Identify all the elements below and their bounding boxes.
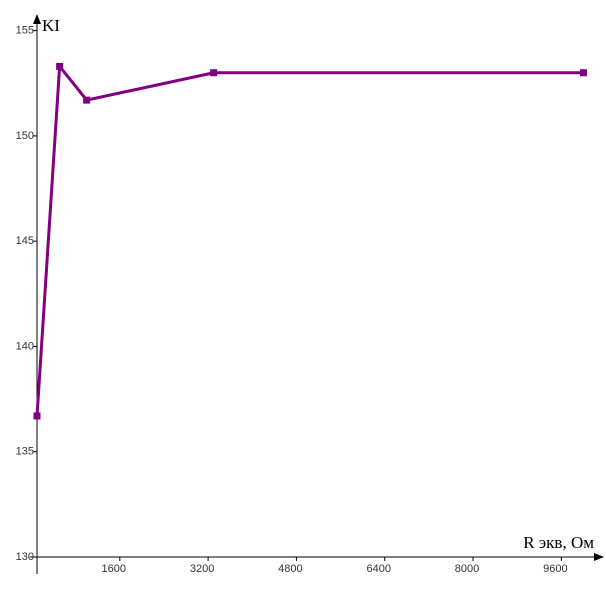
y-tick-label: 145: [16, 235, 34, 247]
x-tick-label: 1600: [102, 563, 126, 575]
marker: [83, 96, 91, 104]
y-axis-label: KI: [42, 16, 60, 35]
x-tick-label: 3200: [190, 563, 214, 575]
x-tick-label: 4800: [278, 563, 302, 575]
x-axis-label: R экв, Ом: [523, 533, 594, 552]
marker: [56, 62, 64, 70]
line: [35, 62, 584, 417]
x-arrow: [594, 553, 604, 561]
y-tick-label: 155: [16, 25, 34, 37]
marker: [33, 412, 41, 420]
y-tick-label: 130: [16, 551, 34, 563]
marker: [579, 69, 587, 77]
y-tick-label: 140: [16, 340, 34, 352]
x-tick-label: 8000: [455, 563, 479, 575]
x-tick-label: 9600: [543, 563, 567, 575]
x-tick-label: 6400: [366, 563, 390, 575]
y-tick-label: 135: [16, 446, 34, 458]
y-tick-label: 150: [16, 130, 34, 142]
marker: [210, 69, 218, 77]
y-arrow: [33, 14, 41, 24]
